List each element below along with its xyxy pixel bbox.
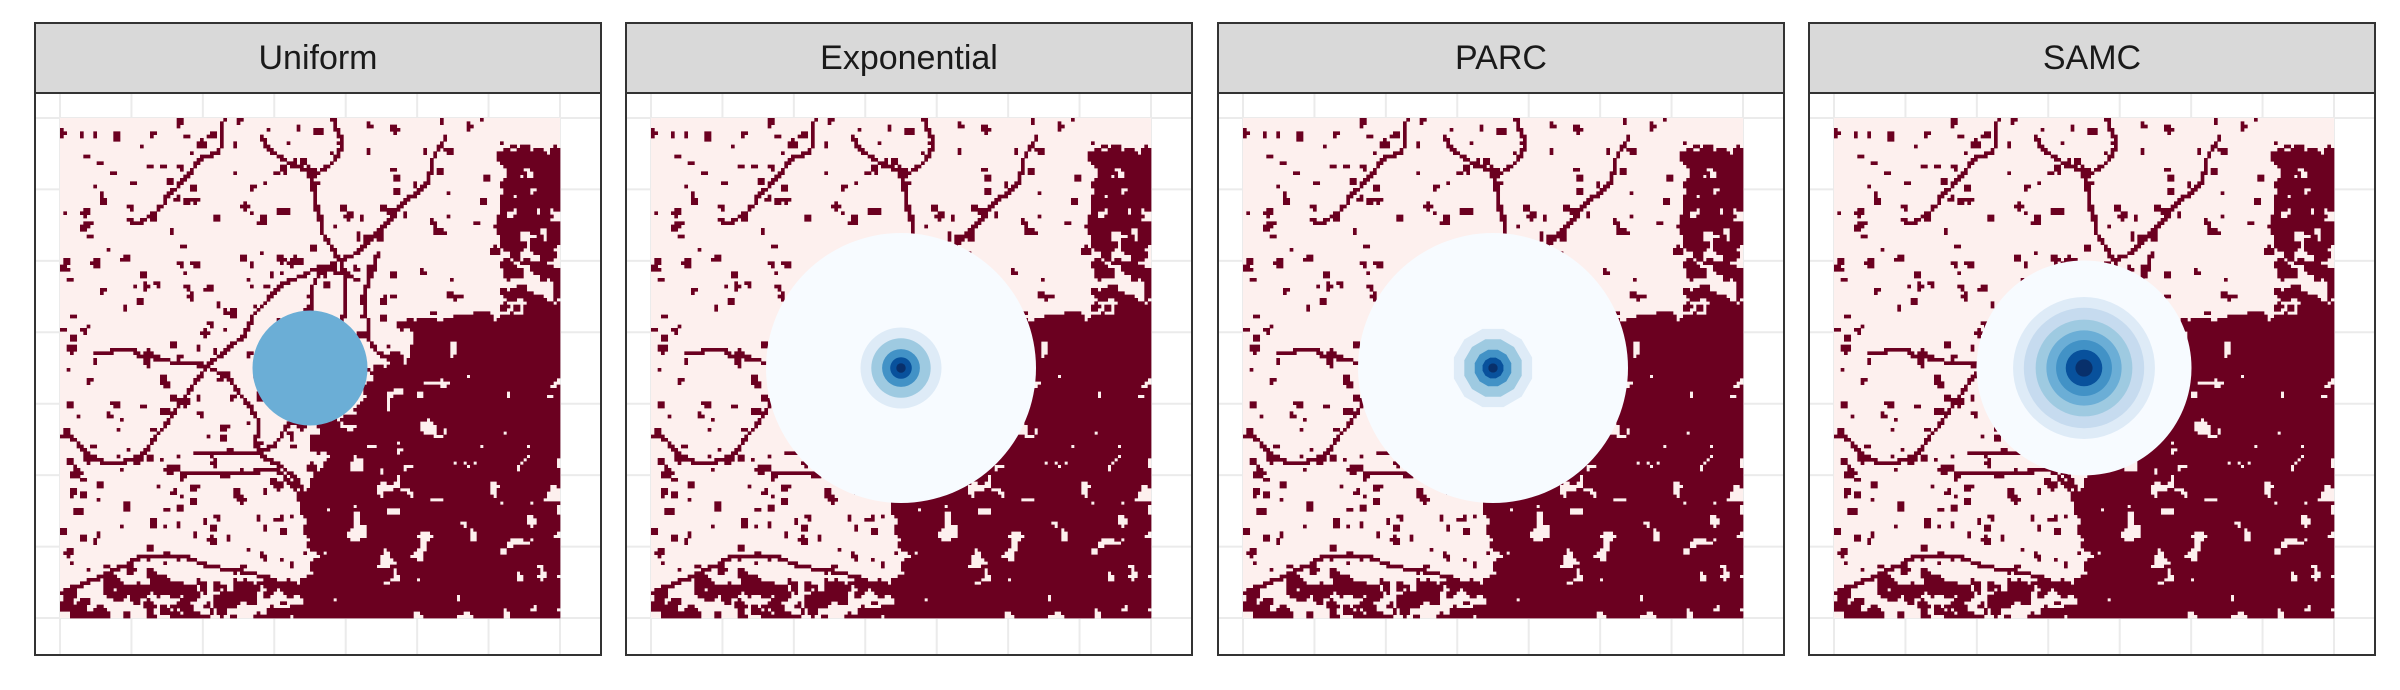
kernel-contour-level — [896, 363, 906, 373]
facet-strip-label: Exponential — [627, 24, 1191, 94]
kernel-parc — [1358, 233, 1628, 503]
facet-plot — [36, 94, 600, 654]
kernel-uniform — [252, 310, 368, 426]
kernel-contour-level — [1488, 363, 1498, 373]
facet-panel-parc: PARC — [1217, 22, 1785, 656]
kernel-contour-level — [2075, 359, 2093, 377]
kernel-uniform-disk — [252, 310, 368, 426]
kernel-exponential — [766, 233, 1036, 503]
facet-panel-uniform: Uniform — [34, 22, 602, 656]
facet-plot — [627, 94, 1191, 654]
kernel-samc — [1976, 260, 2192, 476]
facet-panel-exponential: Exponential — [625, 22, 1193, 656]
facet-strip-label: Uniform — [36, 24, 600, 94]
facet-strip-label: SAMC — [1810, 24, 2374, 94]
facet-strip-label: PARC — [1219, 24, 1783, 94]
facet-panel-samc: SAMC — [1808, 22, 2376, 656]
facet-plot — [1810, 94, 2374, 654]
facet-plot — [1219, 94, 1783, 654]
